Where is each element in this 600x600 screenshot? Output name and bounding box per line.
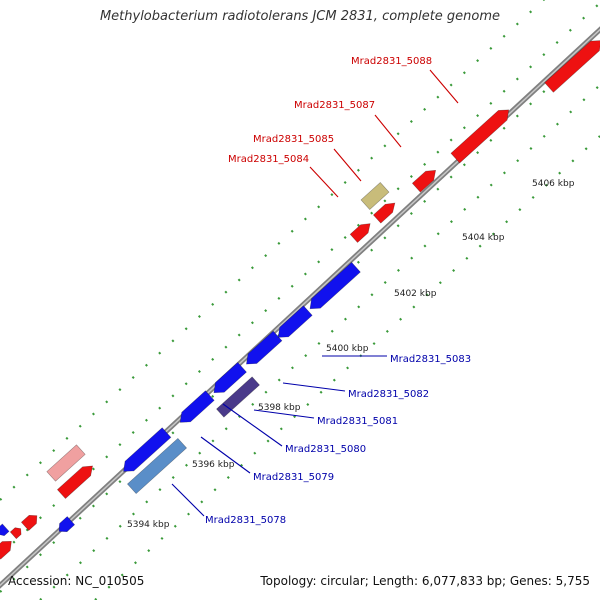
gene-label[interactable]: Mrad2831_5080 [285, 444, 366, 455]
gene-label-leader [333, 148, 362, 182]
gene-arrow-reverse-small [58, 516, 76, 532]
scale-tick-label: 5396 kbp [192, 460, 235, 470]
gene-label[interactable]: Mrad2831_5088 [351, 56, 432, 67]
gene-label-leader [222, 403, 283, 447]
gene-arrow-mrad2831-5082 [246, 330, 283, 365]
gene-label[interactable]: Mrad2831_5083 [390, 354, 471, 365]
gene-label[interactable]: Mrad2831_5082 [348, 389, 429, 400]
gene-arrow-mrad2831-5087 [411, 169, 437, 193]
gene-arrow-forward-edge [20, 515, 38, 531]
gene-label-leader [374, 114, 402, 148]
gene-label-leader [429, 69, 459, 104]
gene-arrow-forward-tiny [9, 527, 22, 540]
gene-arrow-mrad2831-5084 [349, 223, 371, 243]
scale-tick-label: 5394 kbp [127, 520, 170, 530]
tick-track-3 [0, 0, 546, 501]
gene-label[interactable]: Mrad2831_5079 [253, 472, 334, 483]
tick-track-2 [39, 84, 600, 600]
scale-tick-label: 5406 kbp [532, 179, 575, 189]
gene-label[interactable]: Mrad2831_5085 [253, 134, 334, 145]
scale-tick-label: 5400 kbp [326, 344, 369, 354]
gene-arrow-forward-left [56, 465, 93, 499]
gene-label[interactable]: Mrad2831_5084 [228, 154, 309, 165]
gene-arrow-mrad2831-5078 [123, 427, 172, 472]
gene-arrow-mrad2831-5088 [450, 109, 510, 164]
gene-arrow-reverse-upper [309, 261, 361, 310]
gene-label-leader [253, 409, 315, 419]
scale-tick-label: 5398 kbp [258, 403, 301, 413]
gene-label-leader [282, 382, 346, 392]
gene-arrow-forward-right [544, 40, 600, 93]
gene-box-mrad2831-5085 [360, 182, 390, 210]
gene-label[interactable]: Mrad2831_5087 [294, 100, 375, 111]
gene-label-leader [200, 436, 251, 474]
gene-arrow-mrad2831-5083 [277, 305, 313, 338]
gene-label[interactable]: Mrad2831_5078 [205, 515, 286, 526]
gene-arrow-forward-cut [0, 540, 12, 560]
gene-label[interactable]: Mrad2831_5081 [317, 416, 398, 427]
gene-box-mrad2831-5079 [126, 437, 188, 495]
scale-tick-label: 5404 kbp [462, 233, 505, 243]
scale-tick-label: 5402 kbp [394, 289, 437, 299]
map-title: Methylobacterium radiotolerans JCM 2831,… [99, 9, 501, 24]
gene-arrow-mrad2831-5080 [179, 390, 215, 423]
gene-label-leader [171, 483, 205, 517]
genome-summary-text: Topology: circular; Length: 6,077,833 bp… [260, 574, 590, 588]
tick-track-4 [94, 135, 600, 600]
gene-arrow-forward-small [372, 202, 396, 224]
accession-text: Accession: NC_010505 [8, 574, 145, 588]
gene-box-forward-light [46, 444, 86, 482]
gene-arrow-mrad2831-5081 [213, 362, 247, 394]
gene-arrow-reverse-edge [0, 523, 10, 537]
gene-label-leader [309, 166, 339, 198]
